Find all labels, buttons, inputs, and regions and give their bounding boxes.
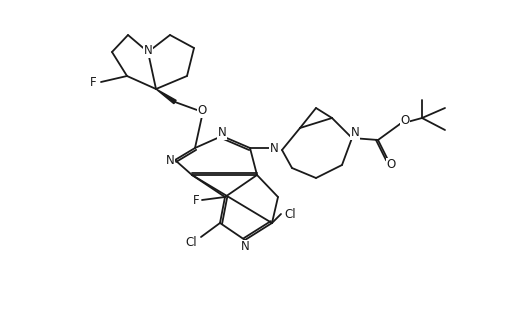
Text: N: N: [241, 240, 249, 254]
Text: N: N: [218, 126, 226, 140]
Text: Cl: Cl: [185, 236, 197, 248]
Text: N: N: [270, 142, 278, 154]
Text: Cl: Cl: [284, 207, 296, 221]
Text: O: O: [197, 105, 207, 117]
Text: F: F: [90, 75, 96, 89]
Text: O: O: [386, 159, 396, 171]
Text: F: F: [193, 194, 199, 206]
Text: N: N: [351, 126, 359, 140]
Polygon shape: [156, 89, 176, 104]
Text: N: N: [143, 45, 152, 57]
Text: O: O: [400, 115, 410, 127]
Text: N: N: [166, 154, 175, 168]
